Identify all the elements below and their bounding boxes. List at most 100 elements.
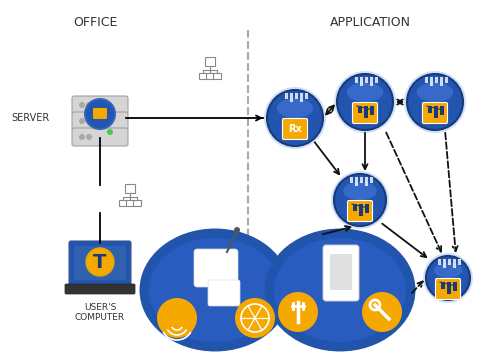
Bar: [364, 106, 368, 118]
Bar: [360, 177, 363, 183]
Circle shape: [86, 103, 92, 108]
Bar: [440, 106, 444, 115]
Bar: [353, 204, 357, 211]
Circle shape: [426, 256, 470, 300]
Bar: [125, 184, 135, 193]
Circle shape: [234, 227, 240, 233]
Bar: [458, 259, 461, 265]
Circle shape: [80, 118, 84, 123]
Bar: [126, 200, 134, 206]
Bar: [285, 93, 288, 99]
Circle shape: [337, 74, 393, 130]
Ellipse shape: [143, 232, 287, 348]
Bar: [74, 246, 126, 280]
Bar: [295, 93, 298, 99]
Ellipse shape: [417, 82, 453, 102]
Bar: [365, 204, 369, 213]
FancyBboxPatch shape: [72, 128, 128, 146]
Bar: [370, 177, 373, 183]
FancyBboxPatch shape: [194, 249, 238, 287]
Circle shape: [80, 103, 84, 108]
Circle shape: [362, 292, 402, 332]
Bar: [453, 282, 457, 291]
Bar: [443, 259, 446, 268]
FancyBboxPatch shape: [282, 118, 308, 140]
Circle shape: [331, 171, 389, 229]
Circle shape: [86, 135, 92, 140]
Bar: [300, 93, 303, 102]
Bar: [365, 77, 368, 83]
FancyBboxPatch shape: [72, 112, 128, 130]
Bar: [355, 77, 358, 83]
Bar: [290, 93, 293, 102]
Bar: [205, 57, 215, 66]
Circle shape: [107, 129, 113, 135]
Circle shape: [85, 99, 115, 129]
Bar: [448, 259, 451, 265]
Text: Rx: Rx: [288, 124, 302, 134]
Bar: [428, 106, 432, 113]
Ellipse shape: [274, 238, 406, 342]
Ellipse shape: [347, 82, 383, 102]
FancyBboxPatch shape: [69, 241, 131, 287]
FancyBboxPatch shape: [422, 103, 448, 123]
Bar: [305, 93, 308, 99]
Bar: [440, 77, 443, 86]
Bar: [430, 77, 433, 86]
FancyBboxPatch shape: [352, 103, 378, 123]
Text: APPLICATION: APPLICATION: [330, 15, 410, 28]
Bar: [359, 204, 363, 216]
Bar: [441, 282, 445, 289]
Circle shape: [235, 298, 275, 338]
Circle shape: [80, 135, 84, 140]
Bar: [447, 282, 451, 294]
Ellipse shape: [268, 232, 412, 348]
Bar: [360, 77, 363, 86]
Circle shape: [86, 248, 114, 276]
Bar: [133, 200, 141, 206]
Bar: [358, 106, 362, 113]
Circle shape: [423, 253, 473, 303]
Bar: [425, 77, 428, 83]
Bar: [434, 106, 438, 118]
Circle shape: [157, 298, 197, 338]
FancyBboxPatch shape: [436, 279, 460, 300]
Text: OFFICE: OFFICE: [73, 15, 117, 28]
Text: TCC: TCC: [92, 111, 108, 117]
FancyBboxPatch shape: [323, 245, 359, 301]
Bar: [365, 177, 368, 186]
FancyBboxPatch shape: [72, 96, 128, 114]
Circle shape: [86, 118, 92, 123]
Bar: [213, 73, 222, 80]
Bar: [350, 177, 353, 183]
FancyBboxPatch shape: [93, 108, 107, 119]
Bar: [453, 259, 456, 268]
Circle shape: [334, 71, 396, 133]
Bar: [198, 73, 207, 80]
Ellipse shape: [149, 238, 281, 342]
Circle shape: [267, 90, 323, 146]
Text: T: T: [94, 252, 106, 271]
Bar: [330, 254, 352, 290]
Circle shape: [264, 87, 326, 149]
Ellipse shape: [277, 98, 313, 118]
Circle shape: [407, 74, 463, 130]
Bar: [375, 77, 378, 83]
Circle shape: [404, 71, 466, 133]
Circle shape: [334, 174, 386, 226]
Ellipse shape: [343, 182, 377, 200]
FancyBboxPatch shape: [208, 280, 240, 306]
Text: USER'S
COMPUTER: USER'S COMPUTER: [75, 303, 125, 323]
FancyBboxPatch shape: [348, 201, 372, 221]
Bar: [370, 77, 373, 86]
Ellipse shape: [434, 262, 462, 278]
Bar: [370, 106, 374, 115]
Text: SERVER: SERVER: [11, 113, 49, 123]
FancyBboxPatch shape: [65, 284, 135, 294]
Bar: [438, 259, 441, 265]
Circle shape: [278, 292, 318, 332]
Bar: [355, 177, 358, 186]
Bar: [445, 77, 448, 83]
Bar: [435, 77, 438, 83]
Bar: [118, 200, 127, 206]
